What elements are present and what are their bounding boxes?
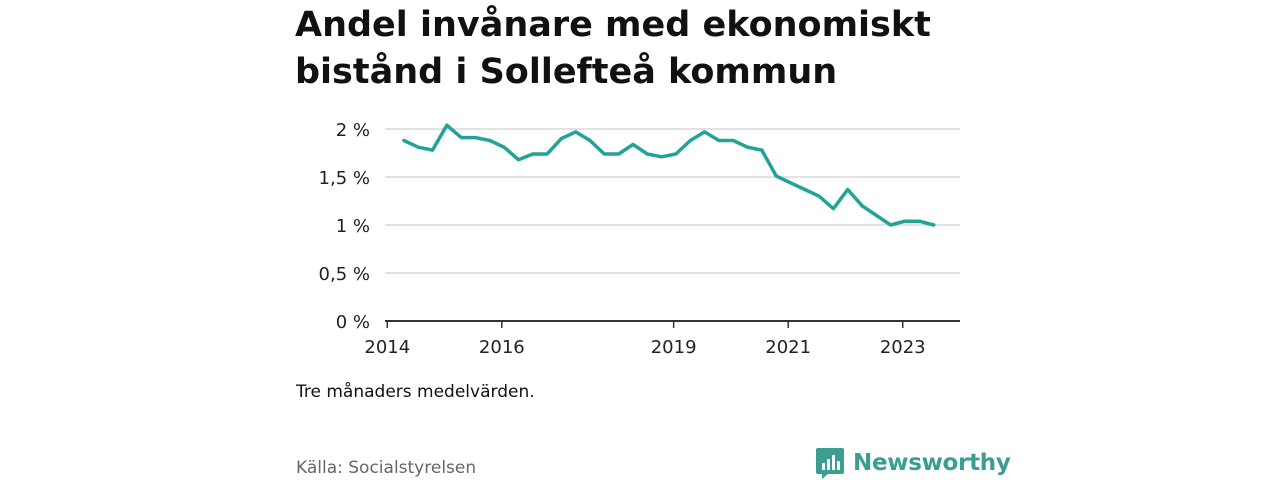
y-tick-label: 1 % — [336, 216, 370, 237]
x-tick-label: 2023 — [880, 337, 926, 358]
y-tick-label: 2 % — [336, 120, 370, 141]
chart-note: Tre månaders medelvärden. — [296, 382, 535, 402]
y-axis-tick-labels: 0 % 0,5 % 1 % 1,5 % 2 % — [319, 120, 370, 333]
series-line — [402, 123, 936, 227]
newsworthy-logo-icon — [816, 448, 844, 479]
chart-title: Andel invånare med ekonomiskt bistånd i … — [295, 5, 931, 92]
x-tick-label: 2016 — [479, 337, 525, 358]
x-tick-label: 2021 — [765, 337, 811, 358]
y-tick-label: 0,5 % — [319, 264, 370, 285]
y-tick-label: 1,5 % — [319, 168, 370, 189]
source-text: Källa: Socialstyrelsen — [296, 458, 477, 478]
y-tick-label: 0 % — [336, 312, 370, 333]
grid-lines — [385, 128, 960, 274]
x-tick-label: 2014 — [364, 337, 410, 358]
x-axis-ticks: 2014 2016 2019 2021 2023 — [364, 321, 926, 358]
x-tick-label: 2019 — [651, 337, 697, 358]
newsworthy-logo[interactable]: Newsworthy — [815, 446, 1011, 480]
brand-name: Newsworthy — [853, 450, 1011, 476]
